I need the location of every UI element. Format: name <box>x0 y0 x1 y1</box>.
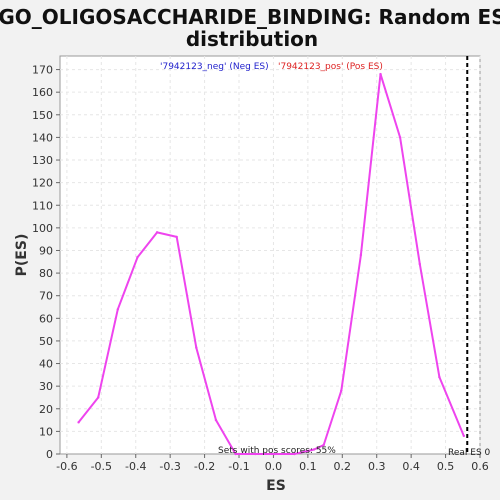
data-point <box>359 253 363 257</box>
data-point <box>253 452 257 456</box>
data-point <box>398 136 402 139</box>
data-point <box>273 452 277 456</box>
y-tick-label: 150 <box>32 109 53 122</box>
y-tick-label: 30 <box>39 380 53 393</box>
pos-scores-annotation: Sets with pos scores: 55% <box>218 446 336 456</box>
data-point <box>97 396 100 399</box>
y-tick-label: 130 <box>32 154 53 167</box>
data-point <box>155 231 159 234</box>
y-tick-label: 110 <box>32 199 53 212</box>
y-tick-label: 60 <box>39 312 53 325</box>
x-tick-label: 0.3 <box>368 460 386 473</box>
x-tick-label: -0.4 <box>125 460 146 473</box>
grid <box>60 56 481 454</box>
x-tick-label: 0.5 <box>437 460 455 473</box>
x-tick-label: -0.6 <box>56 460 77 473</box>
y-tick-label: 40 <box>39 358 53 371</box>
y-tick-label: 160 <box>32 86 53 99</box>
data-point <box>77 421 80 424</box>
legend-entry-pos: '7942123_pos' (Pos ES) <box>278 62 383 72</box>
x-tick-label: 0.1 <box>299 460 317 473</box>
plot-area <box>59 55 481 455</box>
x-tick-label: -0.3 <box>159 460 180 473</box>
x-tick-label: 0.6 <box>471 460 489 473</box>
y-tick-label: 100 <box>32 222 53 235</box>
y-tick-label: 140 <box>32 131 53 144</box>
data-point <box>136 256 139 259</box>
data-point <box>322 443 325 447</box>
y-tick-label: 170 <box>32 64 53 77</box>
chart-title-line-2: distribution <box>186 27 318 51</box>
series <box>77 72 466 456</box>
legend-entry-neg: '7942123_neg' (Neg ES) <box>160 62 269 72</box>
chart-title-line-1: GO_OLIGOSACCHARIDE_BINDING: Random ES <box>0 5 500 29</box>
data-point <box>234 452 237 456</box>
y-tick-label: 10 <box>39 425 53 438</box>
y-tick-label: 90 <box>39 244 53 257</box>
real-es-label: Real ES 0 <box>448 448 491 458</box>
x-tick-label: 0.4 <box>402 460 420 473</box>
x-tick-label: 0.0 <box>265 460 283 473</box>
x-axis-label: ES <box>266 478 286 494</box>
x-tick-label: -0.1 <box>228 460 249 473</box>
data-point <box>312 448 316 451</box>
data-point <box>195 346 198 349</box>
y-tick-label: 120 <box>32 177 53 190</box>
y-tick-label: 0 <box>46 448 53 461</box>
x-tick-label: 0.2 <box>334 460 352 473</box>
x-tick-label: -0.2 <box>194 460 215 473</box>
data-point <box>214 418 218 422</box>
data-point <box>340 389 343 392</box>
y-axis-label: P(ES) <box>14 234 30 277</box>
axes: 0 10 20 30 40 50 60 70 80 90 100 110 120 130 140 150 160… <box>32 64 489 473</box>
y-tick-label: 50 <box>39 335 53 348</box>
data-point <box>379 72 382 76</box>
data-point <box>175 235 178 239</box>
data-point <box>293 452 296 456</box>
data-point <box>438 375 441 379</box>
y-tick-label: 80 <box>39 267 53 280</box>
x-tick-label: -0.5 <box>91 460 112 473</box>
data-point <box>418 262 421 266</box>
y-tick-label: 20 <box>39 403 53 416</box>
data-point <box>462 434 466 438</box>
y-tick-label: 70 <box>39 290 53 303</box>
data-point <box>116 308 120 311</box>
